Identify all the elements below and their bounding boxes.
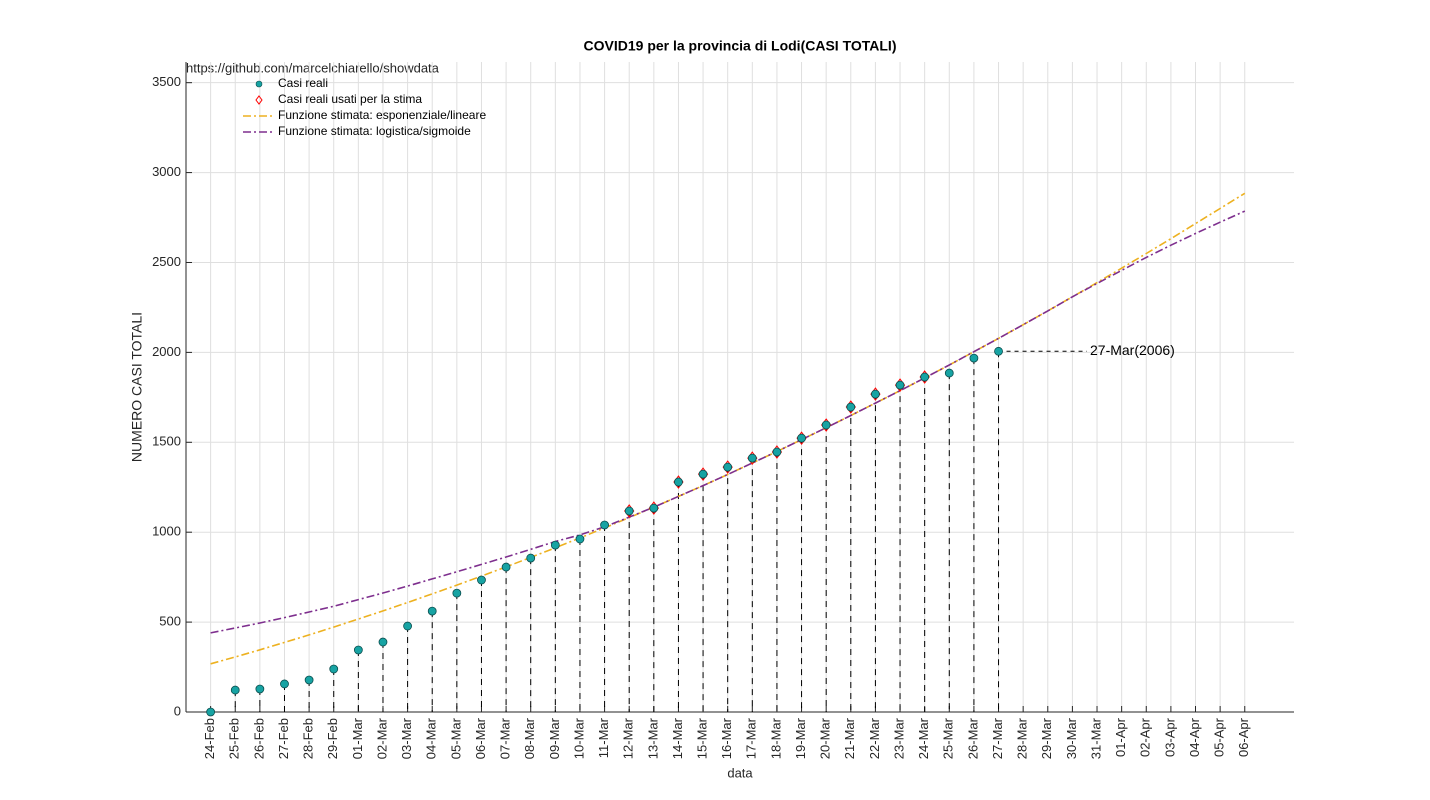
x-tick-label: 08-Mar xyxy=(522,717,537,759)
data-point xyxy=(846,402,856,412)
x-tick-label: 01-Mar xyxy=(350,717,365,759)
y-tick-label: 3000 xyxy=(152,164,181,179)
y-axis-label: NUMERO CASI TOTALI xyxy=(129,312,145,462)
y-tick-label: 3500 xyxy=(152,74,181,89)
data-point xyxy=(944,368,954,378)
data-point xyxy=(624,506,634,516)
y-tick-label: 2000 xyxy=(152,344,181,359)
fit-line xyxy=(210,210,1246,634)
legend-label: Casi reali xyxy=(278,76,328,90)
x-tick-label: 14-Mar xyxy=(670,717,685,759)
data-point xyxy=(575,534,585,544)
x-tick-label: 10-Mar xyxy=(571,717,586,759)
x-tick-label: 05-Mar xyxy=(448,717,463,759)
data-point xyxy=(403,621,413,631)
data-point xyxy=(304,675,314,685)
legend-label: Funzione stimata: esponenziale/lineare xyxy=(278,108,486,122)
x-tick-label: 06-Apr xyxy=(1236,717,1251,757)
x-tick-label: 03-Apr xyxy=(1162,717,1177,757)
x-tick-label: 03-Mar xyxy=(399,717,414,759)
data-point xyxy=(871,389,880,399)
x-tick-label: 31-Mar xyxy=(1088,717,1103,759)
data-point xyxy=(427,606,437,616)
x-tick-label: 28-Mar xyxy=(1015,717,1030,759)
legend-label: Casi reali usati per la stima xyxy=(278,92,422,106)
x-tick-label: 06-Mar xyxy=(473,717,488,759)
x-tick-label: 24-Mar xyxy=(916,717,931,759)
data-point xyxy=(526,553,536,563)
x-tick-label: 15-Mar xyxy=(695,717,710,759)
x-tick-label: 25-Feb xyxy=(227,718,242,759)
data-point xyxy=(550,540,560,550)
x-tick-label: 27-Feb xyxy=(276,718,291,759)
y-tick-label: 2500 xyxy=(152,254,181,269)
data-point xyxy=(920,372,930,382)
x-tick-label: 09-Mar xyxy=(547,717,562,759)
data-point xyxy=(329,664,339,674)
x-tick-label: 07-Mar xyxy=(498,717,513,759)
data-point xyxy=(895,380,905,390)
data-point xyxy=(723,462,733,472)
x-tick-label: 24-Feb xyxy=(202,718,217,759)
x-tick-label: 04-Apr xyxy=(1187,717,1202,757)
x-tick-label: 17-Mar xyxy=(744,717,759,759)
data-point xyxy=(821,420,831,430)
data-point xyxy=(353,645,363,655)
data-point xyxy=(501,562,511,572)
x-tick-label: 27-Mar xyxy=(990,717,1005,759)
x-tick-label: 23-Mar xyxy=(891,717,906,759)
data-point xyxy=(772,447,782,457)
y-tick-label: 1000 xyxy=(152,524,181,539)
data-point xyxy=(649,503,659,513)
x-tick-label: 22-Mar xyxy=(867,717,882,759)
x-tick-label: 25-Mar xyxy=(941,717,956,759)
x-tick-label: 19-Mar xyxy=(793,717,808,759)
x-tick-label: 13-Mar xyxy=(645,717,660,759)
x-tick-label: 28-Feb xyxy=(301,718,316,759)
y-tick-label: 1500 xyxy=(152,434,181,449)
x-tick-label: 29-Feb xyxy=(325,718,340,759)
legend-marker xyxy=(255,95,263,105)
source-note: https://github.com/marcelchiarello/showd… xyxy=(186,60,440,75)
data-point xyxy=(994,346,1003,356)
annotation: 27-Mar(2006) xyxy=(1090,342,1175,358)
x-tick-label: 04-Mar xyxy=(424,717,439,759)
y-tick-label: 0 xyxy=(174,703,181,718)
x-tick-label: 30-Mar xyxy=(1064,717,1079,759)
x-tick-label: 29-Mar xyxy=(1039,717,1054,759)
legend-marker xyxy=(255,80,263,88)
data-point xyxy=(747,453,757,463)
x-tick-label: 21-Mar xyxy=(842,717,857,759)
x-tick-label: 05-Apr xyxy=(1212,717,1227,757)
x-tick-label: 02-Mar xyxy=(374,717,389,759)
x-tick-label: 16-Mar xyxy=(719,717,734,759)
data-point xyxy=(230,685,240,695)
data-point xyxy=(477,575,486,585)
data-point xyxy=(969,353,979,363)
data-point xyxy=(600,520,609,530)
x-tick-label: 26-Feb xyxy=(251,718,266,759)
legend-label: Funzione stimata: logistica/sigmoide xyxy=(278,124,471,138)
x-tick-label: 18-Mar xyxy=(768,717,783,759)
data-point xyxy=(206,707,216,717)
data-point xyxy=(378,637,388,647)
x-tick-label: 26-Mar xyxy=(965,717,980,759)
data-point xyxy=(674,477,683,487)
x-tick-label: 20-Mar xyxy=(818,717,833,759)
chart-title: COVID19 per la provincia di Lodi(CASI TO… xyxy=(584,38,897,54)
data-point xyxy=(255,684,265,694)
data-point xyxy=(698,469,708,479)
data-point xyxy=(797,433,806,443)
x-axis-label: data xyxy=(727,765,753,780)
data-point xyxy=(452,588,462,598)
x-tick-label: 11-Mar xyxy=(596,717,611,758)
data-point xyxy=(280,679,289,689)
y-tick-label: 500 xyxy=(159,614,181,629)
x-tick-label: 12-Mar xyxy=(621,717,636,759)
x-tick-label: 02-Apr xyxy=(1138,717,1153,757)
x-tick-label: 01-Apr xyxy=(1113,717,1128,757)
